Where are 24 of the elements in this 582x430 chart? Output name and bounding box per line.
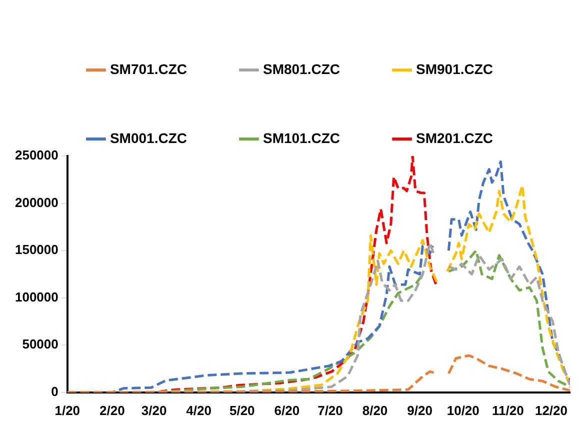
x-tick-label: 7/20 — [318, 402, 343, 418]
x-tick-label: 6/20 — [274, 402, 300, 418]
y-tick-label: 50000 — [22, 336, 58, 352]
y-tick-label: 250000 — [14, 148, 58, 163]
legend-label: SM001.CZC — [110, 130, 187, 146]
x-tick-label: 2/20 — [99, 402, 125, 418]
x-tick-label: 8/20 — [362, 402, 388, 418]
x-tick-label: 10/20 — [446, 402, 480, 418]
y-tick-label: 200000 — [14, 194, 58, 210]
y-tick-label: 0 — [51, 384, 58, 399]
x-tick-label: 12/20 — [534, 402, 568, 418]
x-tick-label: 3/20 — [141, 402, 167, 418]
legend-label: SM201.CZC — [416, 130, 494, 146]
x-tick-label: 4/20 — [186, 402, 212, 418]
legend-label: SM701.CZC — [110, 60, 187, 77]
x-tick-label: 11/20 — [492, 402, 524, 418]
y-tick-label: 100000 — [14, 289, 58, 304]
x-tick-label: 1/20 — [54, 402, 80, 418]
legend-label: SM801.CZC — [262, 60, 340, 77]
legend-label: SM101.CZC — [262, 130, 340, 146]
x-tick-label: 9/20 — [407, 402, 432, 418]
x-tick-label: 5/20 — [229, 402, 255, 418]
legend-label: SM901.CZC — [416, 60, 494, 77]
y-tick-label: 150000 — [14, 242, 58, 258]
